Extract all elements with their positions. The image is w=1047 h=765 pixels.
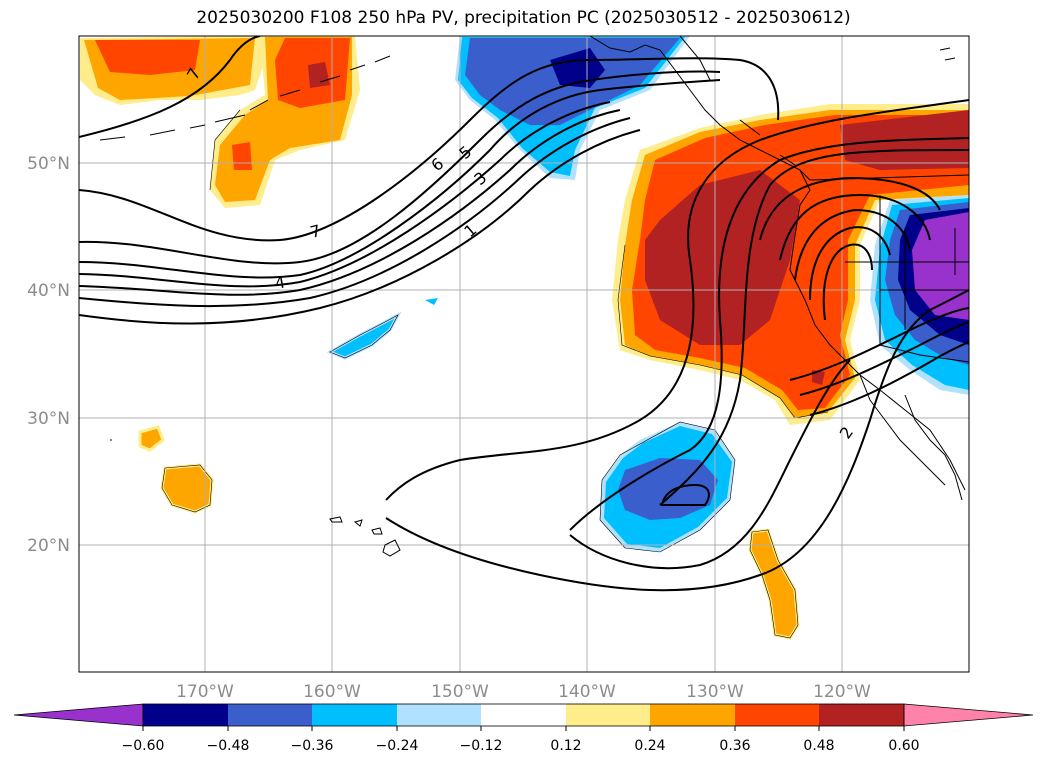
lat-label-30n: 30°N [27,409,70,429]
colorbar-tickmarks [142,726,905,731]
coast-baja [859,374,946,486]
colorbar-cell [312,704,397,726]
colorbar-tick-label: −0.24 [376,738,419,754]
pv-contour-7-north [79,36,261,138]
border-us-mexico [879,344,969,363]
pv-contour-d [79,109,621,296]
pv-contour-in7 [799,321,969,396]
lon-label-170w: 170°W [176,682,234,702]
pv-contour-7 [79,57,780,242]
colorbar-cell [650,704,735,726]
coast-bc-us [789,169,966,491]
pv-contour-b [79,79,721,279]
colorbar-tick-label: 0.60 [888,738,919,754]
contour-label-4: 4 [273,272,286,292]
shade-ca-darkred2 [812,370,825,385]
lon-label-140w: 140°W [558,682,616,702]
pv-contour-e [79,117,631,308]
pv-contour-in5 [822,243,873,321]
shade-ak-darkred [308,62,330,88]
plot-title: 2025030200 F108 250 hPa PV, precipitatio… [196,8,851,28]
lat-label-20n: 20°N [27,536,70,556]
lat-axis-labels: 20°N 30°N 40°N 50°N [27,154,70,556]
pv-contour-1 [385,99,969,501]
lon-label-150w: 150°W [431,682,489,702]
pv-contour-4 [659,149,969,506]
lat-label-50n: 50°N [27,154,70,174]
pv-contour-loop [660,483,710,506]
coast-alaska [589,36,811,181]
pv-contour-2 [385,289,969,592]
state-borders [845,195,969,345]
colorbar-tick-label: 0.48 [803,738,834,754]
lon-label-130w: 130°W [686,682,744,702]
coast-gulf-ca [904,394,963,501]
colorbar-tick-label: −0.36 [291,738,334,754]
pv-contours [79,36,969,592]
colorbar-extend-high [903,703,1034,727]
contour-label-7: 7 [308,221,323,242]
pv-contour-3 [569,137,969,531]
lon-axis-labels: 170°W 160°W 150°W 140°W 130°W 120°W [176,682,871,702]
colorbar-cell [481,704,566,726]
colorbar-cell [228,704,312,726]
colorbar-tick-label: −0.60 [122,738,165,754]
colorbar-cell [566,704,650,726]
coast-alaska-islands [99,55,391,141]
lat-label-40n: 40°N [27,281,70,301]
colorbar-cell [735,704,819,726]
pv-contour-5 [569,359,851,570]
shade-ak-red2 [232,142,252,170]
pv-contour-in4 [809,226,891,301]
shade-outlines [161,109,829,639]
plot-frame [78,35,970,673]
shade-goa-navy [550,48,605,88]
shade-nw-red [95,40,200,75]
pv-contour-c [79,101,611,288]
colorbar-cell [819,704,904,726]
coast-hawaii [329,516,401,557]
colorbar-tick-label: 0.36 [719,738,750,754]
colorbar-tick-label: 0.24 [634,738,665,754]
pv-contour-in8 [809,341,969,416]
coastlines [99,36,969,557]
colorbar-extend-low [13,703,144,727]
shade-cyan-tiny [425,298,438,305]
colorbar-tick-label: −0.12 [460,738,503,754]
colorbar-cell [143,704,228,726]
colorbar-tick-label: −0.48 [207,738,250,754]
coast-nw-bits [110,47,956,441]
pv-contour-f [79,129,641,325]
colorbar-tick-label: 0.12 [550,738,581,754]
shade-hi-orange2 [138,425,165,452]
pv-contour-in2 [779,193,931,261]
gridlines [79,36,969,672]
pv-contour-in6 [789,307,969,381]
colorbar: −0.60 −0.48 −0.36 −0.24 −0.12 0.12 0.24 … [13,703,1034,754]
colorbar-frame [142,703,905,727]
lon-label-120w: 120°W [813,682,871,702]
colorbar-cell [397,704,481,726]
pv-contour-in3 [794,208,911,281]
lon-label-160w: 160°W [303,682,361,702]
pv-contour-a [79,70,721,265]
coast-canada-islands [679,36,796,166]
pv-contour-in1 [759,176,941,241]
